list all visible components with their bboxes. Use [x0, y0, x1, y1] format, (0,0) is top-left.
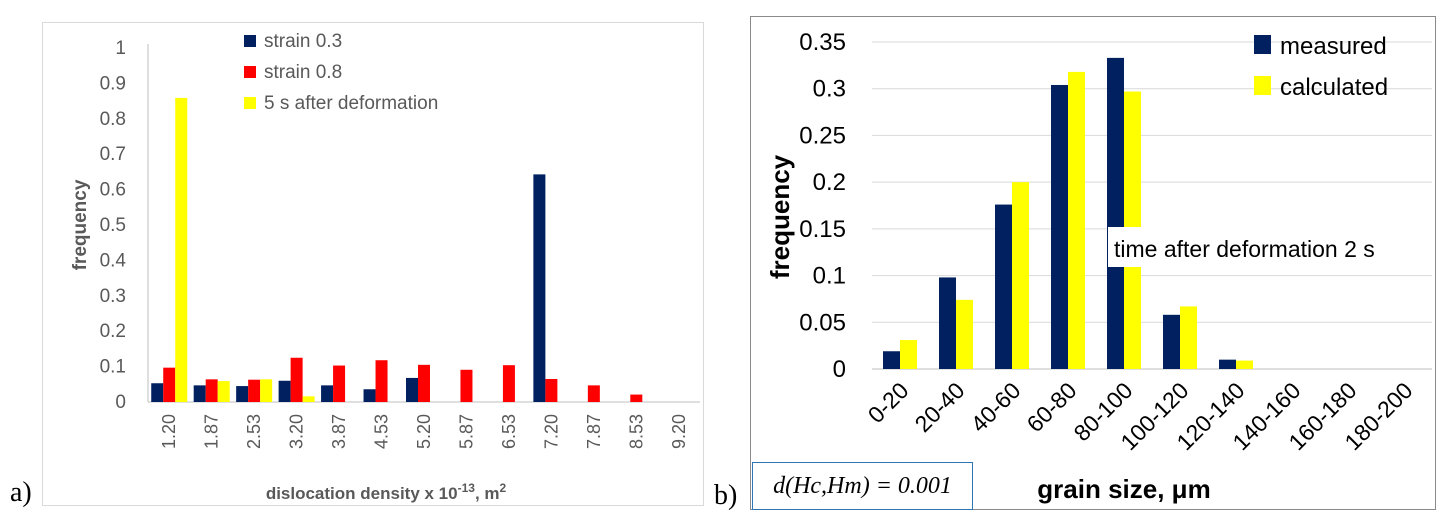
x-axis-title-superscript: -13 [458, 481, 476, 495]
bar-strain-0.8 [460, 369, 473, 402]
bar-strain-0.8 [163, 367, 176, 402]
y-tick-label: 0.35 [799, 29, 846, 56]
bar-calculated [1012, 182, 1029, 369]
bar-5-s-after-deformation [260, 379, 273, 402]
x-tick-label: 0-20 [863, 377, 914, 428]
x-axis-title-part: , m [475, 484, 500, 503]
x-tick-label: 3.87 [329, 414, 349, 449]
bar-5-s-after-deformation [217, 381, 230, 402]
x-tick-label: 20-40 [910, 377, 970, 437]
y-tick-label: 0.3 [813, 76, 846, 103]
x-axis-title: grain size, μm [1037, 474, 1210, 504]
bar-strain-0.8 [587, 385, 600, 402]
y-tick-label: 0.1 [100, 357, 126, 378]
y-tick-label: 0.1 [813, 263, 846, 290]
bar-strain-0.8 [630, 394, 643, 402]
y-tick-label: 0 [833, 356, 846, 383]
bar-strain-0.3 [321, 385, 334, 402]
x-tick-label: 6.53 [499, 414, 519, 449]
bar-strain-0.3 [363, 389, 376, 402]
bar-measured [1163, 314, 1180, 369]
x-tick-label: 1.87 [202, 414, 222, 449]
y-tick-label: 0.6 [100, 180, 126, 201]
bar-5-s-after-deformation [302, 396, 315, 402]
annotation-background [1108, 227, 1434, 267]
legend-label: 5 s after deformation [264, 93, 438, 114]
bar-measured [1051, 84, 1068, 369]
panel-label-a: a) [10, 477, 32, 508]
y-tick-label: 0.7 [100, 144, 126, 165]
distance-formula-box: d(Hc,Hm) = 0.001 [752, 462, 973, 510]
formula-text: d(Hc,Hm) = 0.001 [773, 473, 952, 499]
x-tick-label: 5.87 [456, 414, 476, 449]
legend-swatch [244, 97, 256, 109]
bar-strain-0.3 [278, 380, 291, 402]
x-tick-label: 1.20 [159, 414, 179, 449]
legend-label: calculated [1280, 74, 1388, 101]
bar-measured [995, 204, 1012, 369]
bar-strain-0.8 [205, 379, 218, 402]
x-tick-label: 8.53 [626, 414, 646, 449]
y-tick-label: 0.05 [799, 309, 846, 336]
x-tick-label: 7.87 [584, 414, 604, 449]
x-axis-title: dislocation density x 10-13, m2 [266, 481, 507, 503]
panel-label-b: b) [714, 480, 738, 511]
y-tick-label: 0.2 [813, 169, 846, 196]
bar-measured [1107, 57, 1124, 369]
bar-calculated [1180, 306, 1197, 369]
legend-swatch [244, 35, 256, 47]
bar-strain-0.8 [375, 360, 388, 402]
legend-swatch [1254, 76, 1271, 95]
y-tick-label: 0.25 [799, 122, 846, 149]
bar-strain-0.8 [418, 364, 430, 402]
legend-label: measured [1280, 33, 1387, 60]
x-tick-label: 9.20 [669, 414, 689, 449]
legend-label: strain 0.3 [264, 31, 342, 52]
legend-swatch [1254, 35, 1271, 54]
legend-label: strain 0.8 [264, 62, 342, 83]
x-axis-title-superscript: 2 [500, 481, 507, 495]
bar-calculated [956, 299, 973, 369]
bar-measured [939, 277, 956, 369]
bar-calculated [1236, 360, 1253, 369]
y-tick-label: 0.5 [100, 215, 126, 236]
x-axis-title-part: dislocation density x 10 [266, 484, 458, 503]
bar-measured [883, 351, 900, 369]
bar-strain-0.8 [248, 379, 261, 402]
bar-strain-0.3 [193, 385, 206, 402]
bar-calculated [1068, 71, 1085, 369]
bar-calculated [900, 340, 917, 369]
y-tick-label: 0.15 [799, 216, 846, 243]
x-tick-label: 3.20 [287, 414, 307, 449]
bar-strain-0.8 [502, 365, 515, 402]
bar-measured [1219, 359, 1236, 369]
y-tick-label: 0.2 [100, 321, 126, 342]
bar-strain-0.8 [545, 378, 558, 402]
bar-strain-0.3 [533, 174, 546, 402]
bar-strain-0.3 [236, 386, 249, 402]
y-tick-label: 0.8 [100, 109, 126, 130]
bar-strain-0.3 [406, 377, 418, 402]
legend-swatch [244, 66, 256, 78]
x-tick-label: 2.53 [244, 414, 264, 449]
y-tick-label: 0 [115, 392, 126, 413]
chart-panel-a [42, 22, 704, 506]
y-tick-label: 1 [115, 38, 126, 59]
x-tick-label: 5.20 [414, 414, 434, 449]
x-tick-label: 40-60 [966, 377, 1026, 437]
x-tick-label: 4.53 [372, 414, 392, 449]
y-tick-label: 0.9 [100, 73, 126, 94]
bar-strain-0.8 [333, 365, 346, 402]
x-tick-label: 7.20 [541, 414, 561, 449]
y-tick-label: 0.4 [100, 250, 127, 271]
annotation-text: time after deformation 2 s [1114, 236, 1375, 262]
y-axis-title: frequency [70, 179, 91, 270]
bar-5-s-after-deformation [175, 97, 188, 402]
bar-strain-0.3 [151, 383, 164, 402]
y-tick-label: 0.3 [100, 286, 126, 307]
bar-strain-0.8 [290, 357, 303, 402]
y-axis-title: frequency [765, 154, 795, 279]
